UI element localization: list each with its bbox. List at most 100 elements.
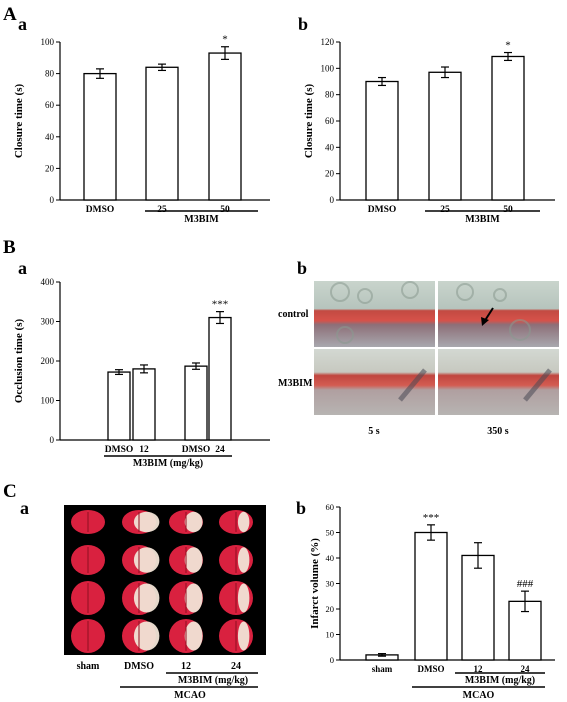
x-tick-label: 50	[220, 205, 230, 215]
x-tick-label: 50	[503, 205, 513, 215]
slice-mcao-label: MCAO	[174, 690, 206, 701]
bar	[208, 52, 242, 201]
significance-label: ***	[212, 299, 229, 311]
infarct-area	[184, 511, 203, 533]
slice-col-label-12: 12	[181, 661, 191, 672]
y-axis-label: Occlusion time (s)	[13, 319, 25, 404]
y-tick-label: 80	[45, 69, 55, 79]
micrograph-control-5s	[314, 281, 435, 347]
infarct-area	[237, 547, 250, 573]
significance-label: *	[505, 40, 511, 52]
infarct-area	[237, 511, 250, 533]
bar	[491, 55, 525, 201]
infarct-area	[133, 621, 160, 651]
bar	[414, 531, 448, 661]
infarct-area	[184, 547, 203, 573]
micrograph-col-label-5s: 5 s	[368, 426, 380, 437]
significance-label: ###	[517, 578, 534, 590]
bar	[365, 80, 399, 201]
y-tick-label: 20	[325, 169, 335, 179]
y-tick-label: 40	[45, 132, 55, 142]
x-tick-label: 12	[139, 445, 149, 455]
y-tick-label: 300	[41, 317, 55, 327]
group-label: M3BIM (mg/kg)	[133, 458, 203, 469]
x-tick-label: DMSO	[86, 205, 115, 215]
y-tick-label: 0	[330, 655, 334, 665]
micrograph-panel: control M3BIM 5 s 350 s	[278, 281, 559, 437]
y-tick-label: 50	[326, 528, 335, 538]
chart-A-a: 0 20 40 60 80 100 Closure time (s) DMSO 25 * 50M3B…	[13, 34, 270, 225]
y-tick-label: 30	[326, 579, 335, 589]
significance-label: ***	[423, 512, 440, 524]
x-tick-label: 24	[521, 664, 531, 674]
y-tick-label: 0	[50, 195, 55, 205]
slice-col-label-dmso: DMSO	[124, 661, 154, 672]
panel-label-C: C	[3, 481, 17, 502]
y-axis-label: Closure time (s)	[13, 83, 25, 158]
x-tick-label: sham	[372, 664, 393, 674]
x-tick-label: 25	[440, 205, 450, 215]
y-tick-label: 20	[45, 163, 55, 173]
slice-col-label-sham: sham	[77, 661, 100, 672]
micrograph-row-label-m3bim: M3BIM	[278, 378, 313, 389]
x-tick-label: DMSO	[418, 664, 445, 674]
infarct-area	[237, 621, 250, 651]
x-tick-label: DMSO	[182, 445, 211, 455]
y-tick-label: 100	[321, 63, 335, 73]
bar	[132, 368, 156, 441]
infarct-area	[133, 511, 160, 533]
micrograph-col-label-350s: 350 s	[487, 426, 509, 437]
arrow-icon	[481, 307, 494, 326]
x-tick-label: 24	[215, 445, 225, 455]
y-tick-label: 60	[325, 116, 335, 126]
bar	[83, 72, 117, 201]
y-tick-label: 40	[326, 553, 335, 563]
bar	[107, 371, 131, 441]
panel-label-B-a: a	[18, 258, 27, 278]
panel-label-A-a: a	[18, 14, 27, 34]
bar	[461, 554, 495, 661]
micrograph-cell-texture	[330, 281, 552, 402]
y-axis-label: Closure time (s)	[303, 83, 315, 158]
y-tick-label: 100	[41, 396, 55, 406]
y-axis-label: Infarct volume (%)	[309, 538, 321, 629]
significance-label: *	[222, 34, 228, 46]
y-tick-label: 20	[326, 604, 335, 614]
infarct-area	[133, 583, 160, 613]
group-label: M3BIM	[465, 214, 500, 225]
y-tick-label: 200	[41, 356, 55, 366]
micrograph-control-350s	[438, 281, 559, 347]
y-tick-label: 0	[330, 195, 335, 205]
panel-label-B-b: b	[297, 258, 307, 278]
panel-label-C-b: b	[296, 498, 306, 518]
x-tick-label: 25	[157, 205, 167, 215]
infarct-area	[184, 583, 203, 613]
y-tick-label: 10	[326, 630, 335, 640]
y-tick-label: 0	[50, 435, 55, 445]
y-tick-label: 60	[326, 502, 335, 512]
panel-label-B: B	[3, 237, 16, 258]
x-tick-label: 12	[474, 664, 484, 674]
infarct-area	[133, 547, 160, 573]
y-tick-label: 40	[325, 142, 335, 152]
slice-group-label: M3BIM (mg/kg)	[178, 675, 248, 686]
panel-label-A: A	[3, 4, 17, 25]
panel-label-A-b: b	[298, 14, 308, 34]
bar	[428, 71, 462, 201]
y-tick-label: 80	[325, 90, 335, 100]
y-tick-label: 100	[41, 37, 55, 47]
x-tick-label: DMSO	[105, 445, 134, 455]
chart-C-b: 0 10 20 30 40 50 60 Infarct volume (%) sham *** DM…	[309, 502, 555, 701]
bar	[184, 365, 208, 441]
slice-col-label-24: 24	[231, 661, 241, 672]
x-axis-label: MCAO	[463, 690, 495, 701]
bar	[208, 316, 232, 441]
y-tick-label: 60	[45, 100, 55, 110]
panel-label-C-a: a	[20, 498, 29, 518]
group-label: M3BIM (mg/kg)	[465, 675, 535, 686]
chart-A-b: 0 20 40 60 80 100 120 Closure time (s) DMSO 25 * 50…	[303, 37, 555, 225]
brain-slices-panel: sham DMSO 12 24 M3BIM (mg/kg) MCAO	[64, 505, 266, 701]
bar	[145, 66, 179, 201]
y-tick-label: 120	[321, 37, 335, 47]
